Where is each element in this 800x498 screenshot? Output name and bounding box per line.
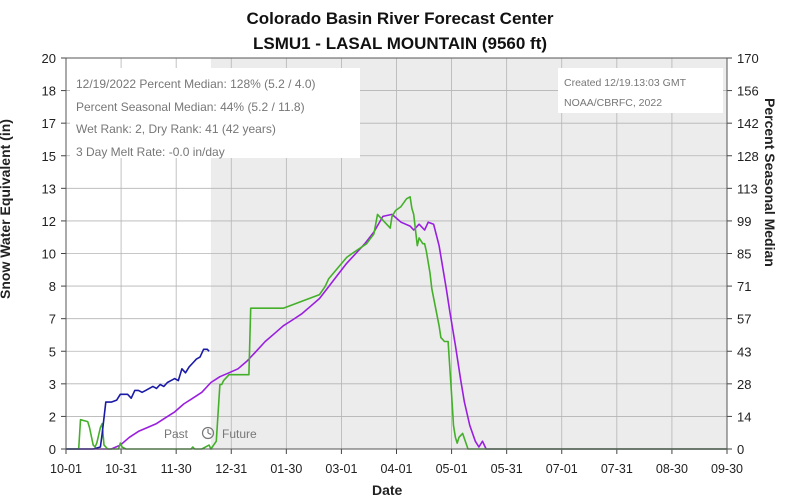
x-tick-label: 05-01 bbox=[436, 462, 468, 476]
y-axis-label-left: Snow Water Equivalent (in) bbox=[0, 119, 13, 299]
legend-future: Future bbox=[222, 427, 257, 441]
y-tick-label-right: 14 bbox=[737, 409, 751, 424]
y-tick-label: 17 bbox=[42, 116, 56, 131]
x-tick-label: 07-01 bbox=[546, 462, 578, 476]
y-tick-label-right: 170 bbox=[737, 51, 759, 66]
y-tick-label-right: 43 bbox=[737, 344, 751, 359]
y-tick-label-right: 85 bbox=[737, 247, 751, 262]
x-tick-label: 10-01 bbox=[50, 462, 82, 476]
y-tick-label-right: 99 bbox=[737, 214, 751, 229]
y-axis-label-right: Percent Seasonal Median bbox=[762, 98, 778, 267]
series-group bbox=[66, 196, 727, 450]
current-water-year-line bbox=[66, 348, 210, 450]
x-tick-label: 03-01 bbox=[325, 462, 357, 476]
stats-rank: Wet Rank: 2, Dry Rank: 41 (42 years) bbox=[76, 122, 276, 136]
y-tick-label-right: 28 bbox=[737, 377, 751, 392]
y-tick-label-right: 128 bbox=[737, 149, 759, 164]
y-tick-label: 13 bbox=[42, 181, 56, 196]
y-tick-label-right: 0 bbox=[737, 442, 744, 457]
y-tick-label: 8 bbox=[49, 279, 56, 294]
plot-frame bbox=[65, 57, 728, 450]
x-axis-label: Date bbox=[372, 482, 403, 498]
chart-subtitle: LSMU1 - LASAL MOUNTAIN (9560 ft) bbox=[252, 34, 548, 53]
x-tick-label: 07-31 bbox=[601, 462, 633, 476]
stats-box: 12/19/2022 Percent Median: 128% (5.2 / 4… bbox=[70, 68, 360, 159]
x-tick-label: 10-31 bbox=[105, 462, 137, 476]
median-line bbox=[66, 213, 727, 450]
x-tick-label: 05-31 bbox=[491, 462, 523, 476]
x-tick-label: 09-30 bbox=[711, 462, 743, 476]
x-tick-label: 08-30 bbox=[656, 462, 688, 476]
clock-hand-minute bbox=[207, 432, 212, 436]
y-tick-label: 18 bbox=[42, 84, 56, 99]
y-tick-label: 10 bbox=[42, 247, 56, 262]
stats-melt-rate: 3 Day Melt Rate: -0.0 in/day bbox=[76, 144, 225, 159]
y-tick-label: 5 bbox=[49, 344, 56, 359]
clock-icon bbox=[201, 426, 215, 440]
y-tick-label-right: 142 bbox=[737, 116, 759, 131]
y-tick-label: 7 bbox=[49, 312, 56, 327]
x-tick-label: 11-30 bbox=[161, 462, 192, 476]
y-tick-label-right: 156 bbox=[737, 84, 759, 99]
y-tick-label: 3 bbox=[49, 377, 56, 392]
y-tick-label: 15 bbox=[42, 149, 56, 164]
credit-box: Created 12/19.13:03 GMT NOAA/CBRFC, 2022 bbox=[558, 68, 723, 113]
y-tick-label: 0 bbox=[49, 442, 56, 457]
x-tick-label: 12-31 bbox=[215, 462, 247, 476]
tick-labels: 10-01 10-31 11-30 12-31 01-30 03-01 04-01 05-01… bbox=[42, 51, 759, 476]
x-tick-label: 01-30 bbox=[270, 462, 302, 476]
past-future-legend: Past Future bbox=[164, 426, 257, 441]
last-water-year-line bbox=[66, 196, 727, 450]
y-tick-label: 2 bbox=[49, 409, 56, 424]
y-tick-label: 20 bbox=[42, 51, 56, 66]
credit-created: Created 12/19.13:03 GMT bbox=[564, 77, 686, 89]
y-tick-label: 12 bbox=[42, 214, 56, 229]
x-tick-label: 04-01 bbox=[381, 462, 413, 476]
clock-face bbox=[201, 426, 215, 440]
plot-border bbox=[65, 57, 728, 450]
y-tick-label-right: 57 bbox=[737, 312, 751, 327]
credit-org: NOAA/CBRFC, 2022 bbox=[564, 97, 663, 109]
y-tick-label-right: 71 bbox=[737, 279, 751, 294]
stats-percent-median: 12/19/2022 Percent Median: 128% (5.2 / 4… bbox=[76, 77, 316, 91]
chart-title: Colorado Basin River Forecast Center bbox=[246, 9, 554, 28]
stats-seasonal-median: Percent Seasonal Median: 44% (5.2 / 11.8… bbox=[76, 99, 305, 114]
legend-past: Past bbox=[164, 427, 189, 441]
y-tick-label-right: 113 bbox=[737, 181, 758, 196]
